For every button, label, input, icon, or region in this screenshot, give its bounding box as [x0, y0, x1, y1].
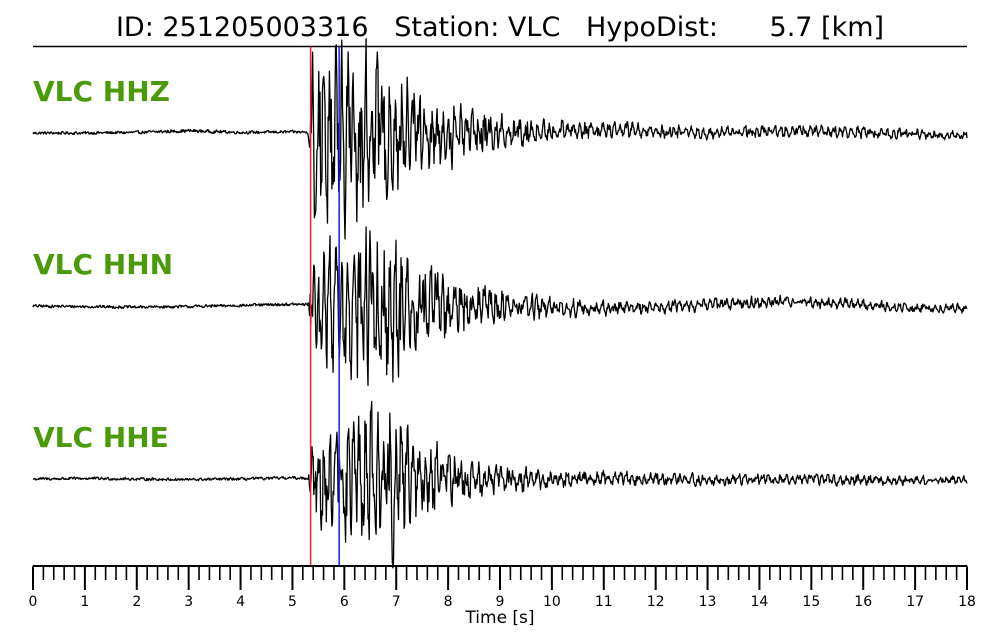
waveform-trace-hhz: [32, 38, 968, 240]
x-tick-label: 11: [595, 594, 613, 610]
x-tick-label: 2: [132, 594, 141, 610]
channel-label-hhz: VLC HHZ: [33, 75, 170, 108]
x-axis-label: Time [s]: [464, 608, 534, 628]
x-tick-label: 9: [496, 594, 505, 610]
x-axis-tick-labels: 0 1 2 3 4 5 6 7 8 9 10 11 12 13 14 15 16 17 18: [29, 594, 976, 610]
x-tick-label: 18: [958, 594, 976, 610]
x-tick-label: 15: [802, 594, 820, 610]
x-tick-label: 17: [906, 594, 924, 610]
x-tick-label: 8: [444, 594, 453, 610]
x-tick-label: 12: [647, 594, 665, 610]
x-tick-label: 14: [751, 594, 769, 610]
x-tick-label: 10: [543, 594, 561, 610]
channel-label-hhe: VLC HHE: [33, 421, 169, 454]
x-tick-label: 0: [29, 594, 38, 610]
x-tick-label: 4: [236, 594, 245, 610]
x-tick-label: 16: [854, 594, 872, 610]
x-tick-label: 6: [340, 594, 349, 610]
waveform-trace-hhe: [32, 400, 968, 569]
waveform-traces: [32, 38, 968, 569]
waveform-trace-hhn: [32, 226, 968, 387]
x-axis-ticks: [32, 566, 968, 590]
plot-title: ID: 251205003316 Station: VLC HypoDist: …: [116, 12, 884, 43]
x-tick-label: 13: [699, 594, 717, 610]
x-tick-label: 3: [184, 594, 193, 610]
x-tick-label: 5: [288, 594, 297, 610]
channel-label-hhn: VLC HHN: [33, 248, 173, 281]
x-tick-label: 1: [80, 594, 89, 610]
x-tick-label: 7: [392, 594, 401, 610]
